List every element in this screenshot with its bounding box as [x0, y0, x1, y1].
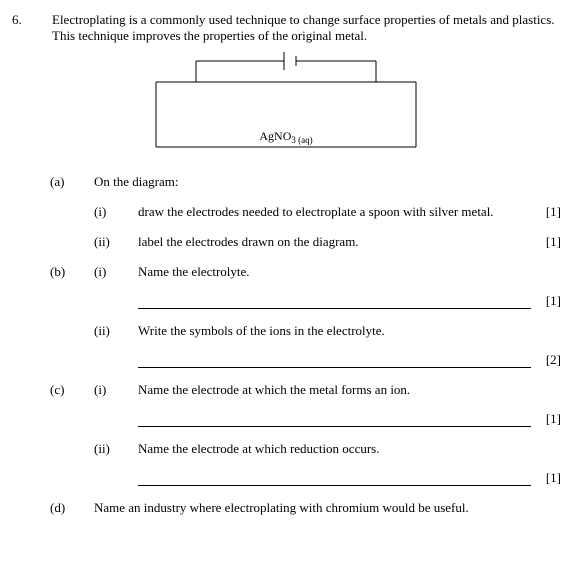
part-c-label: (c)	[50, 382, 94, 398]
part-a-lead: On the diagram:	[94, 174, 531, 190]
part-b-ii-row: (ii) Write the symbols of the ions in th…	[50, 323, 561, 339]
part-d-row: (d) Name an industry where electroplatin…	[50, 500, 561, 516]
part-b-i-answer-row: [1]	[50, 280, 561, 309]
part-b-i-text: Name the electrolyte.	[138, 264, 531, 280]
part-a-i-num: (i)	[94, 204, 138, 220]
agno3-text: AgNO	[259, 129, 291, 143]
part-c-ii-answer-row: [1]	[50, 457, 561, 486]
part-d-text: Name an industry where electroplating wi…	[94, 500, 531, 516]
part-c-ii-row: (ii) Name the electrode at which reducti…	[50, 441, 561, 457]
part-a-label: (a)	[50, 174, 94, 190]
part-a-row: (a) On the diagram:	[50, 174, 561, 190]
stem-line-2: This technique improves the properties o…	[52, 28, 555, 44]
part-c-i-text: Name the electrode at which the metal fo…	[138, 382, 531, 398]
part-b-label: (b)	[50, 264, 94, 280]
answer-line	[138, 471, 531, 486]
part-a-ii-row: (ii) label the electrodes drawn on the d…	[50, 234, 561, 250]
answer-line	[138, 412, 531, 427]
part-b-ii-answer-row: [2]	[50, 339, 561, 368]
part-a-ii-text: label the electrodes drawn on the diagra…	[138, 234, 531, 250]
question-stem-row: 6. Electroplating is a commonly used tec…	[10, 12, 561, 44]
part-c-ii-text: Name the electrode at which reduction oc…	[138, 441, 531, 457]
part-c-i-row: (c) (i) Name the electrode at which the …	[50, 382, 561, 398]
diagram-label: AgNO3 (aq)	[259, 129, 312, 145]
part-b-i-marks: [1]	[531, 293, 561, 309]
part-c-ii-marks: [1]	[531, 470, 561, 486]
part-a-ii-num: (ii)	[94, 234, 138, 250]
answer-line	[138, 353, 531, 368]
part-c-i-answer-row: [1]	[50, 398, 561, 427]
answer-line	[138, 294, 531, 309]
electroplating-diagram: AgNO3 (aq)	[10, 52, 561, 164]
question-page: 6. Electroplating is a commonly used tec…	[0, 0, 571, 578]
stem-line-1: Electroplating is a commonly used techni…	[52, 12, 555, 28]
question-number: 6.	[10, 12, 52, 28]
part-a-i-row: (i) draw the electrodes needed to electr…	[50, 204, 561, 220]
part-a-i-marks: [1]	[531, 204, 561, 220]
question-stem: Electroplating is a commonly used techni…	[52, 12, 561, 44]
part-b-i-row: (b) (i) Name the electrolyte.	[50, 264, 561, 280]
part-a-ii-marks: [1]	[531, 234, 561, 250]
part-a-i-text: draw the electrodes needed to electropla…	[138, 204, 531, 220]
part-b-i-num: (i)	[94, 264, 138, 280]
part-b-ii-text: Write the symbols of the ions in the ele…	[138, 323, 531, 339]
diagram-svg: AgNO3 (aq)	[136, 52, 436, 164]
part-c-i-marks: [1]	[531, 411, 561, 427]
part-d-label: (d)	[50, 500, 94, 516]
agno3-sub: 3 (aq)	[291, 135, 312, 145]
part-c-ii-num: (ii)	[94, 441, 138, 457]
part-b-ii-num: (ii)	[94, 323, 138, 339]
part-c-i-num: (i)	[94, 382, 138, 398]
part-b-ii-marks: [2]	[531, 352, 561, 368]
